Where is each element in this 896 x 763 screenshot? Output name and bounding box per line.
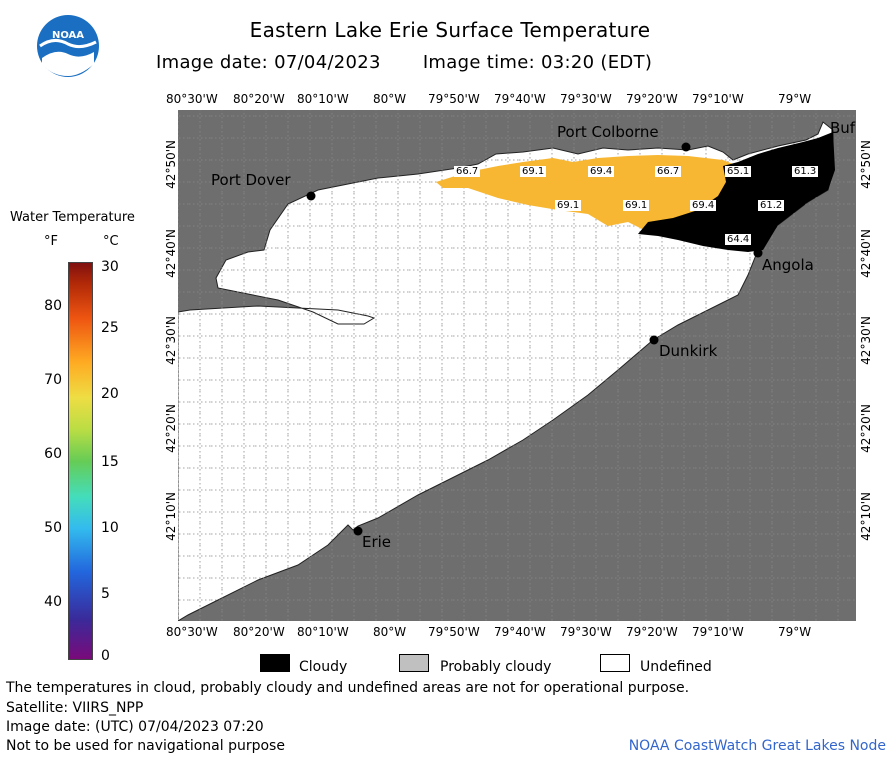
tick-f: 70 — [44, 372, 62, 388]
marker-erie — [353, 526, 363, 536]
tick-f: 40 — [44, 594, 62, 610]
lat-label-left: 42°40'N — [164, 229, 178, 278]
footer-navigation-note: Not to be used for navigational purpose — [6, 738, 285, 754]
temp-label: 69.4 — [690, 200, 717, 211]
page-title: Eastern Lake Erie Surface Temperature — [249, 18, 651, 42]
marker-angola — [753, 248, 763, 258]
lon-label-top: 80°10'W — [297, 92, 349, 106]
key-cloudy-label: Cloudy — [299, 659, 348, 675]
footer-credit: NOAA CoastWatch Great Lakes Node — [628, 738, 886, 754]
temp-label: 64.4 — [725, 234, 752, 245]
lon-label-bottom: 80°10'W — [297, 625, 349, 639]
tick-f: 80 — [44, 298, 62, 314]
logo-text: NOAA — [52, 30, 84, 41]
lat-label-right: 42°20'N — [859, 404, 873, 453]
footer-image-date-utc: Image date: (UTC) 07/04/2023 07:20 — [6, 719, 264, 735]
temp-label: 65.1 — [725, 166, 752, 177]
lat-label-right: 42°40'N — [859, 229, 873, 278]
tick-c: 5 — [101, 586, 110, 602]
place-port-colborne: Port Colborne — [557, 123, 659, 141]
place-port-dover: Port Dover — [211, 171, 291, 189]
unit-celsius: °C — [103, 234, 119, 249]
temp-label: 69.1 — [623, 200, 650, 211]
noaa-logo: NOAA — [37, 15, 99, 77]
lat-label-left: 42°50'N — [164, 140, 178, 189]
cloud-area — [638, 132, 835, 252]
temp-label: 69.4 — [588, 166, 615, 177]
lon-label-top: 80°20'W — [233, 92, 285, 106]
lake-erie-map — [178, 110, 856, 621]
key-probably-cloudy-swatch — [399, 654, 429, 672]
lon-label-top: 79°W — [778, 92, 812, 106]
lat-label-right: 42°30'N — [859, 316, 873, 365]
lon-label-top: 79°20'W — [626, 92, 678, 106]
temp-label: 66.7 — [655, 166, 682, 177]
lat-label-right: 42°10'N — [859, 492, 873, 541]
lon-label-top: 79°30'W — [560, 92, 612, 106]
tick-c: 30 — [101, 259, 119, 275]
marker-dunkirk — [649, 335, 659, 345]
tick-f: 60 — [44, 446, 62, 462]
tick-c: 25 — [101, 320, 119, 336]
lon-label-bottom: 79°10'W — [692, 625, 744, 639]
unit-fahrenheit: °F — [44, 234, 58, 249]
tick-c: 15 — [101, 454, 119, 470]
temp-label: 61.3 — [792, 166, 819, 177]
image-time: Image time: 03:20 (EDT) — [422, 52, 653, 73]
lon-label-bottom: 79°W — [778, 625, 812, 639]
lon-label-bottom: 79°50'W — [428, 625, 480, 639]
lat-label-left: 42°10'N — [164, 492, 178, 541]
temp-label: 61.2 — [758, 200, 785, 211]
lon-label-top: 80°W — [373, 92, 407, 106]
lon-label-top: 79°40'W — [494, 92, 546, 106]
marker-port-colborne — [681, 142, 691, 152]
lon-label-bottom: 80°W — [373, 625, 407, 639]
key-cloudy-swatch — [260, 654, 290, 672]
lon-label-bottom: 80°20'W — [233, 625, 285, 639]
marker-port-dover — [306, 191, 316, 201]
place-dunkirk: Dunkirk — [659, 342, 718, 360]
footer-disclaimer: The temperatures in cloud, probably clou… — [6, 680, 690, 696]
footer-satellite: Satellite: VIIRS_NPP — [6, 700, 144, 716]
lat-label-right: 42°50'N — [859, 140, 873, 189]
lon-label-bottom: 80°30'W — [166, 625, 218, 639]
image-datetime: Image date: 07/04/2023 Image time: 03:20 … — [156, 52, 652, 73]
place-erie: Erie — [362, 533, 392, 551]
lon-label-top: 80°30'W — [166, 92, 218, 106]
temp-label: 66.7 — [454, 166, 481, 177]
place-angola: Angola — [762, 256, 814, 274]
lon-label-bottom: 79°20'W — [626, 625, 678, 639]
lon-label-bottom: 79°40'W — [494, 625, 546, 639]
tick-c: 10 — [101, 520, 119, 536]
key-probably-cloudy-label: Probably cloudy — [440, 659, 552, 675]
lon-label-top: 79°50'W — [428, 92, 480, 106]
tick-c: 0 — [101, 648, 110, 664]
lat-label-left: 42°20'N — [164, 404, 178, 453]
tick-c: 20 — [101, 386, 119, 402]
place-buffalo: Buf — [830, 119, 856, 137]
legend-title: Water Temperature — [10, 210, 135, 225]
lat-label-left: 42°30'N — [164, 316, 178, 365]
lon-label-bottom: 79°30'W — [560, 625, 612, 639]
temp-label: 69.1 — [520, 166, 547, 177]
tick-f: 50 — [44, 520, 62, 536]
temp-label: 69.1 — [555, 200, 582, 211]
key-undefined-swatch — [600, 654, 630, 672]
lon-label-top: 79°10'W — [692, 92, 744, 106]
key-undefined-label: Undefined — [640, 659, 712, 675]
temperature-colorbar — [68, 262, 93, 660]
image-date: Image date: 07/04/2023 — [156, 52, 381, 73]
